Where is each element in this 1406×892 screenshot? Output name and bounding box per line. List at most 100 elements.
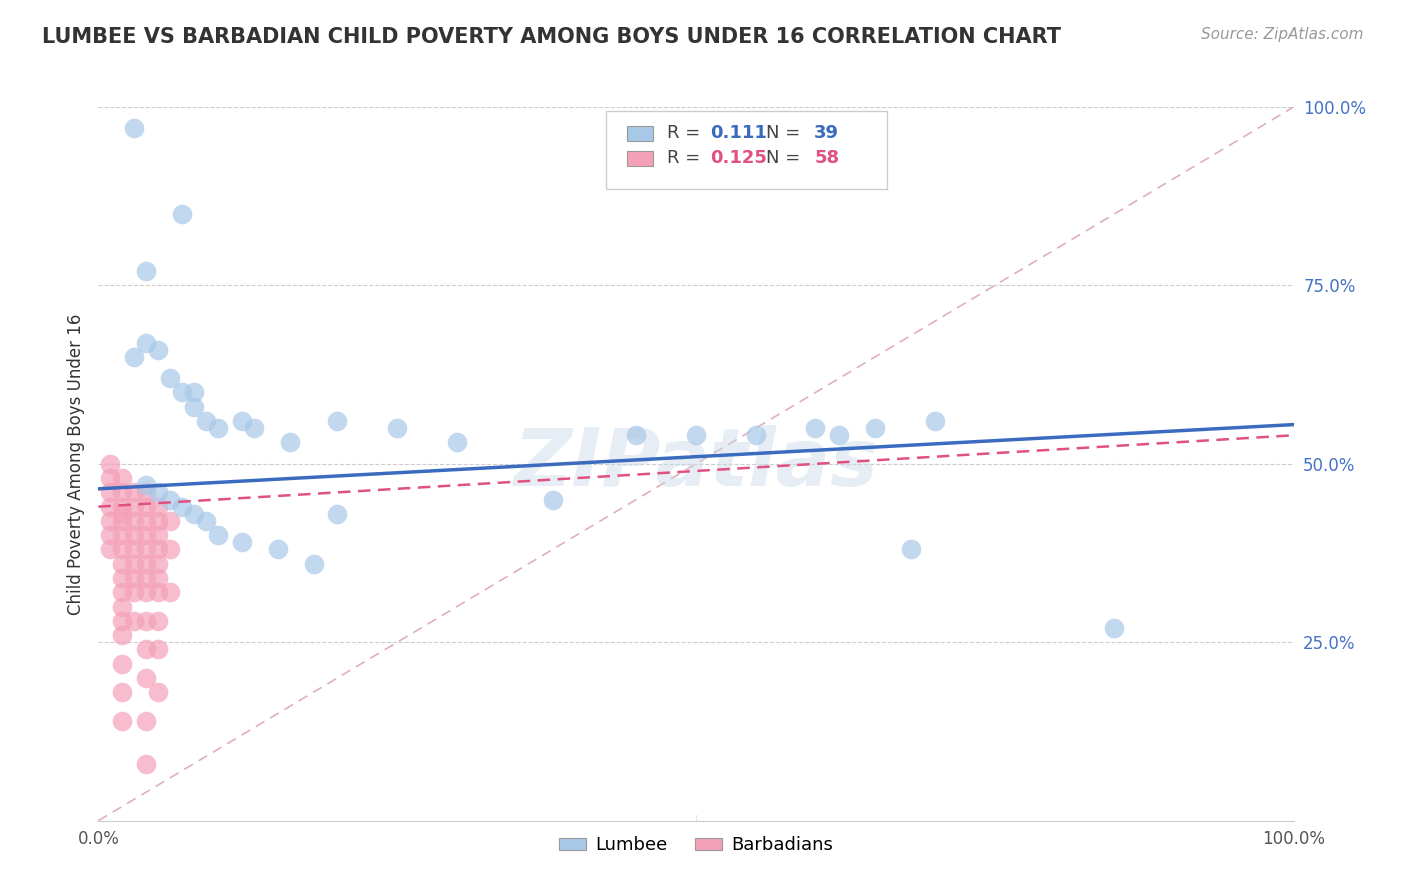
Point (135, 500, 157, 514)
Point (148, 485, 170, 500)
Text: N =: N = (766, 150, 807, 168)
FancyBboxPatch shape (627, 151, 652, 166)
Point (148, 343, 170, 357)
Point (148, 500, 170, 514)
Point (900, 542, 922, 557)
Point (111, 714, 134, 728)
Point (135, 478, 157, 492)
Point (172, 207, 194, 221)
Point (124, 121, 146, 136)
Point (124, 542, 146, 557)
Point (124, 514, 146, 528)
Point (1104, 621, 1126, 635)
Point (302, 557, 325, 571)
Point (148, 528, 170, 542)
Point (195, 414, 218, 428)
Point (98, 500, 122, 514)
Point (148, 614, 170, 628)
Point (124, 614, 146, 628)
Point (278, 435, 301, 450)
Point (159, 371, 181, 385)
Point (207, 421, 229, 435)
FancyBboxPatch shape (606, 111, 887, 189)
Point (135, 642, 157, 657)
Point (626, 428, 648, 442)
Point (135, 528, 157, 542)
Point (124, 500, 146, 514)
Point (207, 528, 229, 542)
Point (135, 571, 157, 585)
Point (172, 385, 194, 400)
Text: 58: 58 (814, 150, 839, 168)
Point (111, 471, 134, 485)
Point (98, 542, 122, 557)
Point (111, 528, 134, 542)
Point (195, 514, 218, 528)
Text: R =: R = (668, 150, 706, 168)
Point (685, 428, 707, 442)
Point (231, 535, 253, 549)
Text: Source: ZipAtlas.com: Source: ZipAtlas.com (1201, 27, 1364, 42)
Point (446, 435, 468, 450)
Point (183, 385, 205, 400)
Point (135, 671, 157, 685)
Point (124, 585, 146, 599)
Point (159, 514, 181, 528)
Point (159, 492, 181, 507)
Point (135, 756, 157, 771)
Point (135, 542, 157, 557)
Point (172, 500, 194, 514)
Point (124, 350, 146, 364)
Point (828, 428, 851, 442)
Text: 0.125: 0.125 (710, 150, 768, 168)
Point (98, 457, 122, 471)
Point (111, 514, 134, 528)
Point (111, 571, 134, 585)
Point (231, 414, 253, 428)
Point (98, 485, 122, 500)
Point (804, 421, 827, 435)
Point (111, 657, 134, 671)
Point (148, 571, 170, 585)
Point (159, 542, 181, 557)
Point (148, 585, 170, 599)
FancyBboxPatch shape (627, 126, 652, 141)
Point (135, 714, 157, 728)
Point (924, 414, 946, 428)
Point (124, 528, 146, 542)
Point (865, 421, 887, 435)
Point (135, 335, 157, 350)
Point (267, 542, 290, 557)
Point (326, 414, 349, 428)
Y-axis label: Child Poverty Among Boys Under 16: Child Poverty Among Boys Under 16 (66, 313, 84, 615)
Text: LUMBEE VS BARBADIAN CHILD POVERTY AMONG BOYS UNDER 16 CORRELATION CHART: LUMBEE VS BARBADIAN CHILD POVERTY AMONG … (42, 27, 1062, 46)
Point (111, 557, 134, 571)
Point (148, 542, 170, 557)
Point (135, 585, 157, 599)
Point (745, 428, 768, 442)
Text: N =: N = (766, 125, 807, 143)
Point (148, 685, 170, 699)
Point (98, 514, 122, 528)
Point (148, 642, 170, 657)
Point (326, 507, 349, 521)
Point (111, 585, 134, 599)
Point (385, 421, 409, 435)
Point (111, 628, 134, 642)
Point (111, 507, 134, 521)
Point (111, 500, 134, 514)
Point (111, 599, 134, 614)
Point (135, 264, 157, 278)
Point (243, 421, 266, 435)
Point (98, 528, 122, 542)
Point (124, 557, 146, 571)
Point (135, 614, 157, 628)
Point (183, 400, 205, 414)
Point (111, 685, 134, 699)
Point (159, 585, 181, 599)
Point (124, 485, 146, 500)
Point (148, 557, 170, 571)
Point (135, 557, 157, 571)
Point (135, 485, 157, 500)
Point (148, 514, 170, 528)
